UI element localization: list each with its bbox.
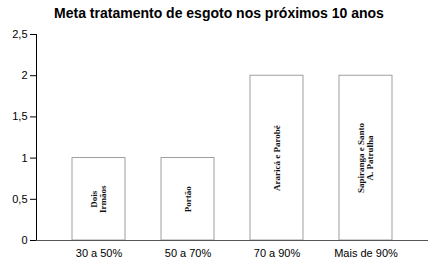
svg-text:1,5: 1,5 (12, 110, 27, 122)
svg-text:Sapiranga e SantoA. Patrulha: Sapiranga e SantoA. Patrulha (356, 123, 375, 194)
svg-text:Portão: Portão (183, 186, 193, 212)
svg-text:70 a 90%: 70 a 90% (254, 247, 301, 259)
svg-text:1: 1 (21, 152, 27, 164)
svg-text:0,5: 0,5 (12, 193, 27, 205)
svg-text:Araricá e Parobé: Araricá e Parobé (272, 125, 282, 191)
html-text:Meta tratamento de esgoto nos: Meta tratamento de esgoto nos próximos 1… (54, 5, 384, 21)
svg-text:2,5: 2,5 (12, 28, 27, 40)
svg-text:0: 0 (21, 234, 27, 246)
svg-text:Mais de 90%: Mais de 90% (334, 247, 398, 259)
svg-text:30 a 50%: 30 a 50% (76, 247, 123, 259)
svg-text:2: 2 (21, 69, 27, 81)
svg-text:50 a 70%: 50 a 70% (165, 247, 212, 259)
svg-text:DoisIrmãos: DoisIrmãos (89, 185, 108, 213)
